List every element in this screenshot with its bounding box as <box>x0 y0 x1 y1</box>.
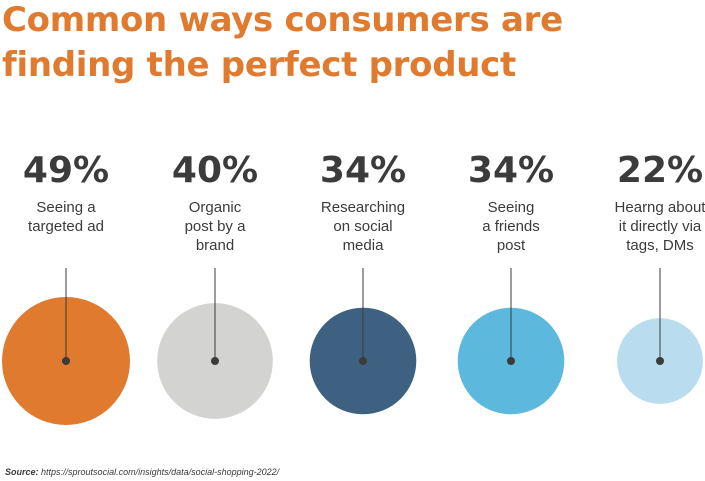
category-label: post <box>497 237 526 254</box>
center-dot <box>211 357 219 365</box>
bubble-group: 40% Organic post by a brand <box>157 150 273 419</box>
title-line-1: Common ways consumers are <box>2 0 563 40</box>
source-note: Source: https://sproutsocial.com/insight… <box>5 467 279 477</box>
center-dot <box>62 357 70 365</box>
chart-title: Common ways consumers are finding the pe… <box>2 0 702 88</box>
bubble-group: 34% Researching on social media <box>309 150 417 415</box>
category-label: Seeing <box>488 199 535 216</box>
source-label: Source: <box>5 467 39 477</box>
category-label: Hearng about <box>615 199 705 216</box>
category-label: on social <box>333 218 392 235</box>
category-label: brand <box>196 237 234 254</box>
center-dot <box>359 357 367 365</box>
percent-label: 34% <box>320 150 406 191</box>
percent-label: 40% <box>172 150 258 191</box>
percent-label: 34% <box>468 150 554 191</box>
category-label: media <box>343 237 385 254</box>
category-label: post by a <box>185 218 247 235</box>
title-line-2: finding the perfect product <box>2 45 516 85</box>
category-label: Seeing a <box>36 199 96 216</box>
category-label: it directly via <box>619 218 702 235</box>
category-label: a friends <box>482 218 540 235</box>
category-label: Organic <box>189 199 242 216</box>
bubble-group: 49% Seeing a targeted ad <box>2 150 130 425</box>
bubble-group: 22% Hearng about it directly via tags, DMs <box>615 150 705 404</box>
center-dot <box>656 357 664 365</box>
category-label: targeted ad <box>28 218 104 235</box>
center-dot <box>507 357 515 365</box>
percent-label: 49% <box>23 150 109 191</box>
source-url: https://sproutsocial.com/insights/data/s… <box>41 467 280 477</box>
category-label: tags, DMs <box>626 237 694 254</box>
category-label: Researching <box>321 199 405 216</box>
bubble-group: 34% Seeing a friends post <box>457 150 565 415</box>
percent-label: 22% <box>617 150 703 191</box>
